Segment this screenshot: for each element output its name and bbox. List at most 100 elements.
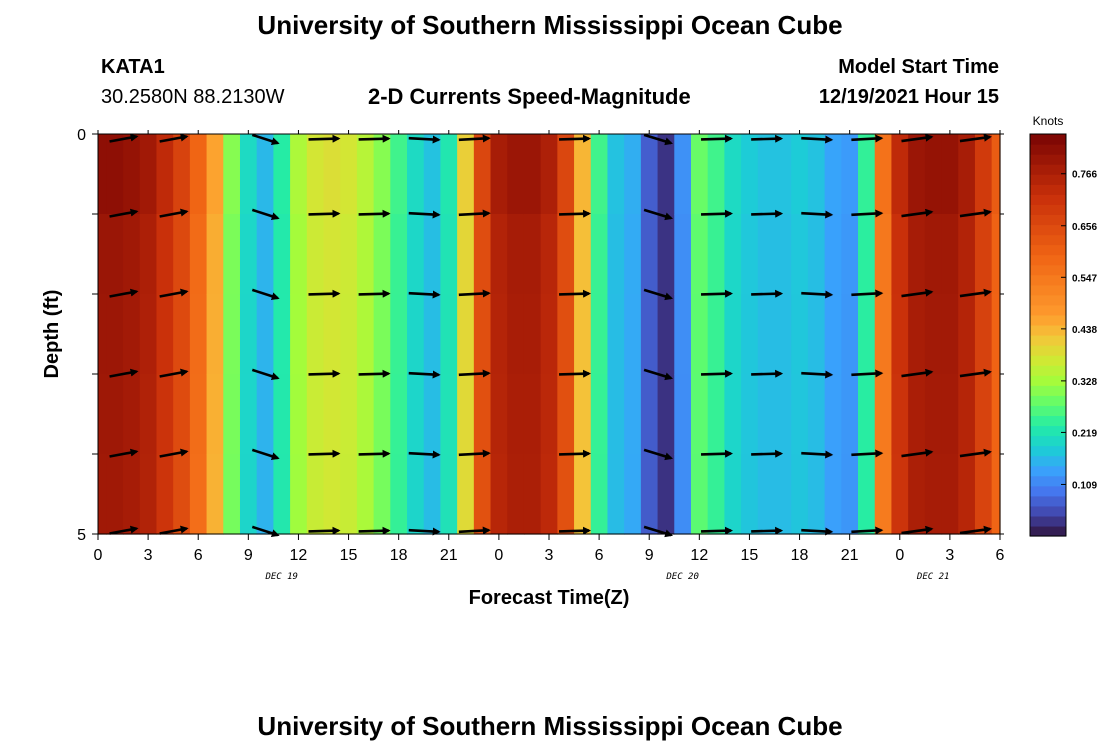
x-tick-label: 0 [94,547,103,564]
heatmap-cell [139,294,158,375]
x-tick-label: 6 [996,547,1005,564]
current-vector-arrow [701,134,734,143]
heatmap-cell [757,134,776,215]
heatmap-cell [256,134,274,215]
heatmap-cell [407,134,425,215]
heatmap-cell [574,294,592,375]
heatmap-cell [624,374,642,455]
current-vector-arrow [643,133,673,146]
heatmap-cell [607,374,625,455]
heatmap-cell [206,214,224,295]
heatmap-cell [657,214,675,295]
colorbar-segment [1030,264,1066,276]
heatmap-cell [373,374,391,455]
heatmap-cell [239,214,258,295]
heatmap-cell [306,374,325,455]
heatmap-cell [858,454,876,535]
x-tick-label: 3 [945,547,954,564]
x-tick-label: 21 [841,547,859,564]
heatmap-cell [256,374,274,455]
heatmap-cell [523,214,542,295]
heatmap-cell [457,134,475,215]
heatmap-cell [256,454,274,535]
heatmap-cell [189,374,208,455]
colorbar-tick-label: 0.766 [1072,170,1097,181]
heatmap-cell [590,134,609,215]
current-vector-arrow [801,135,834,144]
heatmap-cell [239,134,258,215]
heatmap-cell [640,134,659,215]
heatmap-cell [323,454,341,535]
heatmap-cell [206,374,224,455]
heatmap-cell [490,294,508,375]
current-vector-arrow [358,369,391,378]
current-vector-arrow [308,134,341,143]
current-vector-arrow [159,133,189,143]
heatmap-cell [139,454,158,535]
colorbar: 0.109 0.219 0.328 0.438 0.547 0.656 0.766 [1029,133,1097,537]
heatmap-cells [98,134,1001,535]
current-vector-arrow [901,288,934,298]
current-vector-arrow [159,288,189,298]
heatmap-cell [557,214,575,295]
current-vector-arrow [959,288,992,298]
date-label: DEC 21 [916,572,950,582]
heatmap-cell [473,214,492,295]
heatmap-cell [807,294,826,375]
current-vector-arrow [959,133,992,143]
heatmap-cell [407,214,425,295]
heatmap-cell [173,134,191,215]
colorbar-tick-label: 0.438 [1072,325,1097,336]
heatmap-cell [340,134,358,215]
heatmap-cell [239,294,258,375]
heatmap-cell [523,454,542,535]
current-vectors [109,133,992,538]
colorbar-segment [1030,345,1066,356]
heatmap-cell [557,374,575,455]
heatmap-cell [523,374,542,455]
colorbar-tick-label: 0.656 [1072,222,1097,233]
current-vector-arrow [109,288,139,298]
heatmap-cell [974,454,993,535]
heatmap-cell [273,294,291,375]
heatmap-cell [156,454,174,535]
heatmap-cell [373,214,391,295]
current-vector-arrow [308,369,341,378]
current-vector-arrow [358,449,391,458]
heatmap-cell [390,294,408,375]
current-vector-arrow [901,368,934,378]
current-vector-arrow [751,449,784,458]
colorbar-segment [1030,324,1066,336]
heatmap-cell [657,294,675,375]
heatmap-cell [874,454,893,535]
heatmap-cell [874,214,893,295]
heatmap-cell [139,214,158,295]
heatmap-cell [607,294,625,375]
heatmap-cell [858,134,876,215]
heatmap-cell [574,134,592,215]
heatmap-cell [557,294,575,375]
heatmap-cell [206,454,224,535]
heatmap-cell [440,294,458,375]
heatmap-cell [106,294,124,375]
heatmap-cell [340,454,358,535]
footer-title: University of Southern Mississippi Ocean… [257,711,843,741]
heatmap-cell [206,134,224,215]
heatmap-cell [223,374,241,455]
colorbar-tick-label: 0.109 [1072,480,1097,491]
colorbar-segment [1030,455,1066,467]
current-vector-arrow [559,449,592,458]
heatmap-cell [690,214,709,295]
heatmap-cell [958,134,976,215]
current-vector-arrow [251,448,280,461]
heatmap-cell [490,374,508,455]
heatmap-cell [924,294,943,375]
colorbar-segment [1030,385,1066,396]
heatmap-cell [908,454,926,535]
heatmap-cell [741,374,759,455]
colorbar-segment [1030,184,1066,195]
colorbar-frame [1029,133,1067,537]
colorbar-segment [1030,405,1066,416]
current-vector-arrow [358,526,391,535]
heatmap-cell [306,454,325,535]
